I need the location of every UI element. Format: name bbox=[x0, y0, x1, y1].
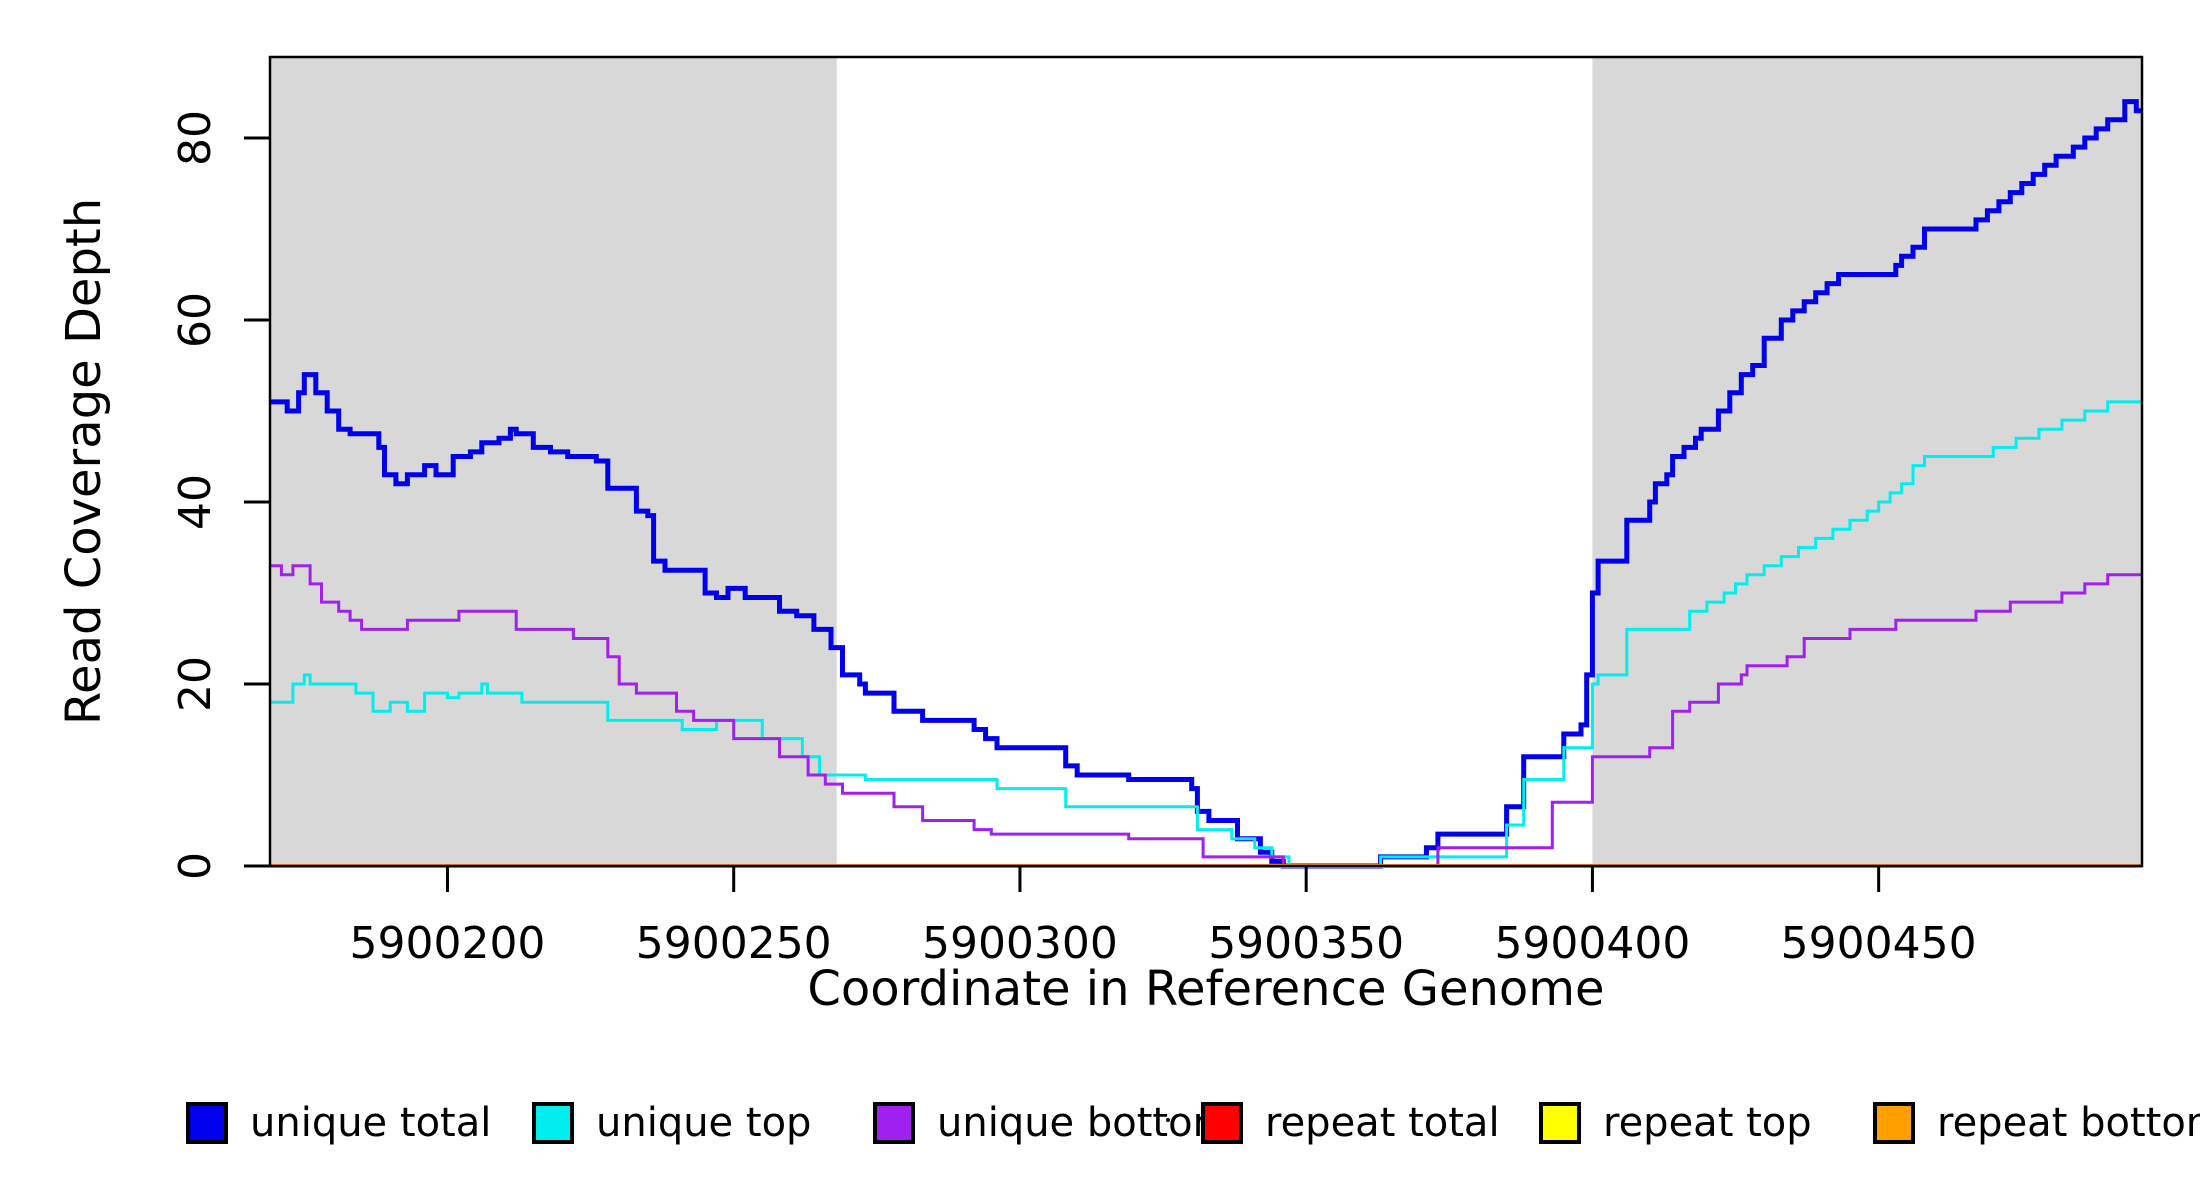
series-unique-top bbox=[270, 400, 2142, 868]
legend-swatch-repeat-total-icon bbox=[1201, 1102, 1243, 1144]
shaded-region-1 bbox=[1592, 57, 2142, 866]
y-tick-label: 80 bbox=[170, 110, 221, 166]
legend-label: unique top bbox=[596, 1100, 812, 1146]
y-tick-label: 60 bbox=[170, 292, 221, 348]
legend-swatch-unique-bottom-icon bbox=[873, 1102, 915, 1144]
legend-item-unique-total: unique total bbox=[186, 1100, 491, 1146]
x-tick-label: 5900300 bbox=[922, 918, 1118, 969]
y-tick-label: 0 bbox=[170, 852, 221, 880]
legend-swatch-repeat-top-icon bbox=[1539, 1102, 1581, 1144]
legend-label: unique total bbox=[250, 1100, 492, 1146]
x-tick-label: 5900400 bbox=[1494, 918, 1690, 969]
x-tick-label: 5900350 bbox=[1208, 918, 1404, 969]
plot-border bbox=[268, 55, 2144, 868]
y-tick-label: 40 bbox=[170, 474, 221, 530]
legend-label: repeat top bbox=[1603, 1100, 1812, 1146]
x-tick-label: 5900450 bbox=[1781, 918, 1977, 969]
legend-swatch-repeat-bottom-icon bbox=[1873, 1102, 1915, 1144]
shaded-region-0 bbox=[270, 57, 837, 866]
series-unique-total bbox=[270, 99, 2142, 869]
legend-item-repeat-total: repeat total bbox=[1201, 1100, 1500, 1146]
legend-swatch-unique-total-icon bbox=[186, 1102, 228, 1144]
x-axis-title: Coordinate in Reference Genome bbox=[807, 961, 1604, 1017]
legend-item-repeat-top: repeat top bbox=[1539, 1100, 1812, 1146]
legend-item-unique-bottom: unique bottom bbox=[873, 1100, 1232, 1146]
x-tick-label: 5900250 bbox=[636, 918, 832, 969]
legend-item-unique-top: unique top bbox=[532, 1100, 811, 1146]
y-tick-label: 20 bbox=[170, 656, 221, 712]
series-unique-bottom bbox=[270, 564, 2142, 868]
legend-item-repeat-bottom: repeat bottom bbox=[1873, 1100, 2200, 1146]
legend-label: repeat bottom bbox=[1937, 1100, 2200, 1146]
legend-label: repeat total bbox=[1265, 1100, 1500, 1146]
stray-dot bbox=[1166, 1118, 1170, 1122]
legend-swatch-unique-top-icon bbox=[532, 1102, 574, 1144]
x-tick-label: 5900200 bbox=[349, 918, 545, 969]
legend-label: unique bottom bbox=[937, 1100, 1232, 1146]
y-axis-title: Read Coverage Depth bbox=[56, 198, 112, 725]
